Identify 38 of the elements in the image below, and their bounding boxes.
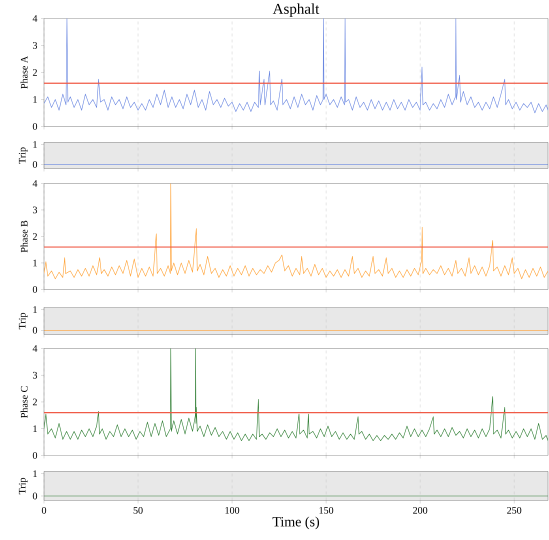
- y-tick-label: 0: [32, 286, 38, 293]
- x-tick-label: 0: [42, 506, 46, 514]
- y-axis-title: Phase C: [20, 386, 28, 418]
- y-tick-label: 2: [32, 68, 37, 76]
- y-tick-label: 1: [33, 425, 37, 432]
- x-tick-label: 50: [134, 506, 143, 514]
- y-axis-title: Phase A: [20, 56, 28, 88]
- y-tick-label: 4: [32, 14, 38, 22]
- y-tick-label: 4: [32, 180, 38, 187]
- x-axis-title: Time (s): [272, 516, 320, 530]
- y-tick-label: 2: [32, 232, 37, 240]
- x-tick-label: 100: [225, 506, 240, 514]
- y-tick-label: 0: [32, 122, 38, 130]
- y-tick-label: 2: [32, 398, 37, 406]
- line-series: [44, 348, 548, 441]
- x-tick-label: 150: [319, 506, 334, 514]
- y-axis-title: Trip: [18, 478, 28, 494]
- y-tick-label: 1: [33, 259, 37, 266]
- y-tick-label: 3: [32, 206, 38, 214]
- y-tick-label: 0: [32, 492, 38, 500]
- y-tick-label: 0: [32, 160, 38, 168]
- y-tick-label: 3: [32, 42, 38, 49]
- chart-title: Asphalt: [272, 3, 320, 17]
- y-tick-label: 4: [32, 344, 38, 352]
- y-tick-label: 1: [33, 306, 37, 313]
- y-tick-label: 0: [32, 452, 38, 459]
- x-tick-label: 200: [413, 506, 428, 514]
- y-axis-title: Trip: [18, 147, 28, 164]
- x-tick-label: 250: [507, 506, 522, 514]
- y-tick-label: 1: [33, 140, 37, 148]
- y-axis-title: Trip: [18, 312, 28, 329]
- y-tick-label: 3: [32, 372, 38, 378]
- y-tick-label: 1: [33, 96, 37, 103]
- y-tick-label: 1: [33, 470, 37, 477]
- line-series: [44, 183, 548, 279]
- line-series: [44, 18, 548, 114]
- y-axis-title: Phase B: [20, 220, 28, 252]
- y-tick-label: 0: [32, 326, 38, 334]
